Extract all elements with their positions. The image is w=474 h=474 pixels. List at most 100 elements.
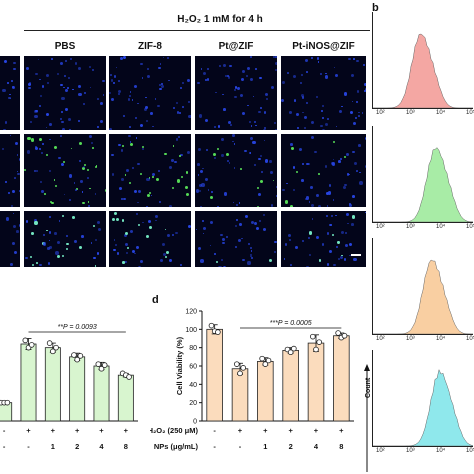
group-label-zif8: ZIF-8	[138, 41, 162, 52]
histogram-curve	[373, 33, 473, 108]
y-tick-label: 120	[185, 309, 197, 316]
y-tick-label: 20	[189, 400, 197, 407]
h2o2-row-title: H₂O₂ (250 μM)	[150, 426, 198, 435]
nps-row-title: NPs (μg/mL)	[154, 442, 199, 451]
data-point	[71, 352, 77, 358]
group-label-pt-inos-zif: Pt-iNOS@ZIF	[292, 41, 355, 52]
micrograph-r2-c3	[109, 134, 191, 207]
data-point	[237, 370, 243, 377]
bar	[44, 347, 61, 422]
panel-a: H₂O₂ 1 mM for 4 h PBS ZIF-8 Pt@ZIF Pt-iN…	[0, 0, 370, 280]
micrograph-r3-c2	[24, 211, 106, 267]
nps-row-label: 8	[124, 442, 128, 451]
nps-row-label: 2	[289, 442, 293, 451]
count-axis: Count	[364, 364, 372, 472]
micrograph-r2-c5	[281, 134, 366, 207]
h2o2-row-label: -	[3, 426, 6, 435]
data-point	[259, 355, 265, 362]
histogram-curve	[373, 368, 473, 446]
histogram-tick-label: 10³	[406, 336, 415, 342]
histogram-tick-label: 10²	[376, 448, 385, 454]
condition-label: H₂O₂ 1 mM for 4 h	[177, 14, 263, 25]
histogram-tick-label: 10³	[406, 224, 415, 230]
data-point	[46, 340, 53, 346]
bar	[231, 368, 249, 422]
h2o2-row-label: -	[213, 426, 216, 435]
data-point	[310, 333, 316, 340]
y-tick-label: 0	[193, 419, 197, 426]
h2o2-row-label: +	[314, 426, 319, 435]
data-point	[341, 332, 348, 339]
histogram-4	[372, 350, 473, 447]
count-label: Count	[365, 377, 372, 398]
histogram-curve	[373, 259, 473, 334]
h2o2-row-label: +	[339, 426, 344, 435]
data-point	[22, 337, 29, 344]
data-point	[95, 361, 102, 367]
data-point	[53, 344, 59, 351]
bar	[307, 342, 325, 422]
bar	[333, 335, 350, 422]
bar	[117, 374, 134, 422]
histogram-tick-label: 10⁵	[466, 448, 474, 454]
histogram-tick-label: 10⁴	[436, 336, 446, 342]
data-point	[335, 330, 341, 336]
bar	[0, 402, 13, 422]
histogram-1	[372, 12, 473, 109]
histogram-3	[372, 238, 473, 335]
histogram-tick-label: 10⁴	[436, 110, 446, 116]
bar	[206, 328, 223, 422]
data-point	[4, 399, 11, 406]
data-point	[74, 356, 80, 363]
micrograph-r1-c5	[281, 56, 366, 130]
micrograph-r1-c4	[195, 56, 277, 130]
h2o2-row-label: +	[99, 426, 104, 435]
histogram-tick-label: 10⁴	[436, 448, 446, 454]
micrograph-r3-c1	[0, 211, 20, 267]
micrograph-r3-c5	[281, 211, 366, 267]
histogram-tick-label: 10³	[406, 448, 415, 454]
bar	[93, 365, 110, 422]
y-tick-label: 100	[185, 327, 197, 334]
data-point	[77, 353, 84, 359]
histogram-2	[372, 126, 473, 223]
panel-b-letter: b	[372, 2, 379, 14]
chart-d: 0 20 40 60 80 100 120 Cell Viability (%) - - + - +1 +…	[150, 309, 354, 451]
micrograph-r1-c1	[0, 56, 20, 130]
bar	[257, 361, 274, 422]
histogram-tick-label: 10²	[376, 224, 385, 230]
y-tick-label: 40	[189, 382, 197, 389]
data-point	[262, 361, 269, 367]
data-point	[126, 374, 132, 380]
bar	[20, 343, 37, 422]
data-point	[234, 361, 240, 367]
panel-d-letter: d	[152, 294, 159, 306]
nps-row-label: 4	[99, 442, 104, 451]
h2o2-row-label: +	[124, 426, 129, 435]
data-point	[98, 365, 105, 372]
data-point	[316, 339, 323, 345]
h2o2-row-label: +	[238, 426, 243, 435]
condition-bracket	[24, 30, 370, 31]
h2o2-row-label: +	[288, 426, 293, 435]
data-point	[291, 345, 297, 352]
group-label-pt-zif: Pt@ZIF	[218, 41, 254, 52]
nps-row-label: -	[239, 442, 242, 451]
significance-label: ***P = 0.0005	[270, 320, 312, 327]
data-point	[50, 348, 56, 355]
data-point	[287, 349, 294, 356]
h2o2-row-label: +	[26, 426, 31, 435]
bar	[282, 350, 299, 422]
micrograph-r2-c1	[0, 134, 20, 207]
nps-row-label: 4	[314, 442, 319, 451]
micrograph-r3-c3	[109, 211, 191, 267]
data-point	[265, 357, 272, 364]
h2o2-row-label: +	[51, 426, 56, 435]
y-tick-label: 80	[189, 345, 197, 352]
nps-row-label: -	[213, 442, 216, 451]
data-point	[101, 362, 108, 368]
nps-row-label: 2	[75, 442, 79, 451]
chart-c: - - + - +1 +2 +4 +8 **P = 0.0093	[0, 324, 138, 451]
micrograph-r1-c2	[24, 56, 106, 130]
nps-row-label: 1	[51, 442, 55, 451]
